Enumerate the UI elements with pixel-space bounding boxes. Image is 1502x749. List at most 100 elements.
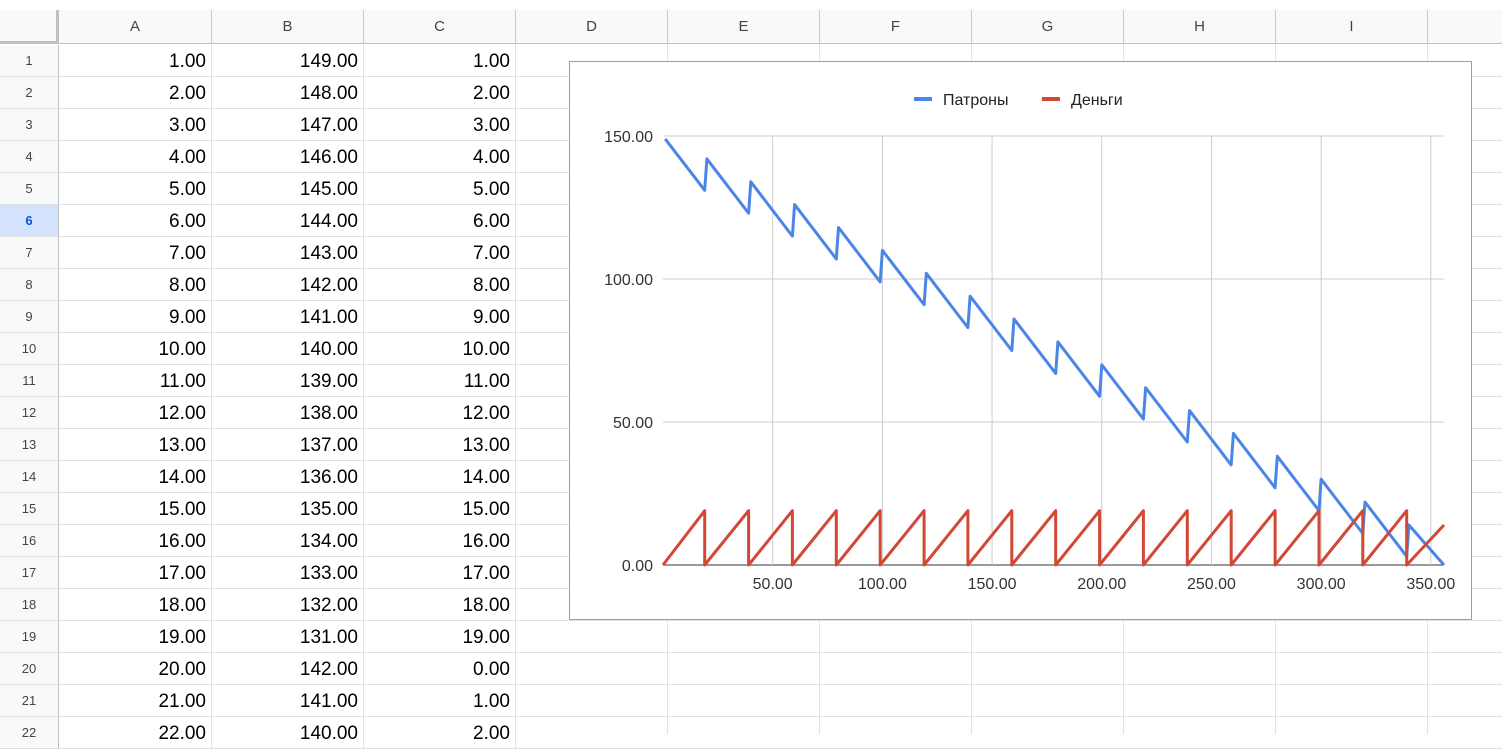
column-header-a[interactable]: A — [59, 10, 212, 44]
row-header-5[interactable]: 5 — [0, 173, 59, 205]
row-header-12[interactable]: 12 — [0, 397, 59, 429]
cell-b3[interactable]: 147.00 — [212, 109, 364, 141]
cell-a12[interactable]: 12.00 — [59, 397, 212, 429]
row-header-18[interactable]: 18 — [0, 589, 59, 621]
cell-a14[interactable]: 14.00 — [59, 461, 212, 493]
cell-a13[interactable]: 13.00 — [59, 429, 212, 461]
column-header-g[interactable]: G — [972, 10, 1124, 44]
cell-a6[interactable]: 6.00 — [59, 205, 212, 237]
cell-c21[interactable]: 1.00 — [364, 685, 516, 717]
row-header-22[interactable]: 22 — [0, 717, 59, 749]
row-header-9[interactable]: 9 — [0, 301, 59, 333]
cell-a7[interactable]: 7.00 — [59, 237, 212, 269]
cell-c9[interactable]: 9.00 — [364, 301, 516, 333]
cell-b14[interactable]: 136.00 — [212, 461, 364, 493]
select-all-corner[interactable] — [0, 10, 59, 44]
cell-c19[interactable]: 19.00 — [364, 621, 516, 653]
cell-c10[interactable]: 10.00 — [364, 333, 516, 365]
cell-a10[interactable]: 10.00 — [59, 333, 212, 365]
row-header-3[interactable]: 3 — [0, 109, 59, 141]
row-header-17[interactable]: 17 — [0, 557, 59, 589]
row-header-11[interactable]: 11 — [0, 365, 59, 397]
cell-b18[interactable]: 132.00 — [212, 589, 364, 621]
cell-b4[interactable]: 146.00 — [212, 141, 364, 173]
cell-b1[interactable]: 149.00 — [212, 45, 364, 77]
cell-c12[interactable]: 12.00 — [364, 397, 516, 429]
cell-a4[interactable]: 4.00 — [59, 141, 212, 173]
cell-c4[interactable]: 4.00 — [364, 141, 516, 173]
row-header-7[interactable]: 7 — [0, 237, 59, 269]
cell-a2[interactable]: 2.00 — [59, 77, 212, 109]
cell-a21[interactable]: 21.00 — [59, 685, 212, 717]
column-header-f[interactable]: F — [820, 10, 972, 44]
cell-c1[interactable]: 1.00 — [364, 45, 516, 77]
cell-b9[interactable]: 141.00 — [212, 301, 364, 333]
row-header-8[interactable]: 8 — [0, 269, 59, 301]
cell-a3[interactable]: 3.00 — [59, 109, 212, 141]
cell-c6[interactable]: 6.00 — [364, 205, 516, 237]
cell-b21[interactable]: 141.00 — [212, 685, 364, 717]
cell-b20[interactable]: 142.00 — [212, 653, 364, 685]
cell-b2[interactable]: 148.00 — [212, 77, 364, 109]
row-header-6[interactable]: 6 — [0, 205, 59, 237]
cell-b13[interactable]: 137.00 — [212, 429, 364, 461]
row-header-2[interactable]: 2 — [0, 77, 59, 109]
column-header-c[interactable]: C — [364, 10, 516, 44]
cell-b6[interactable]: 144.00 — [212, 205, 364, 237]
cell-b19[interactable]: 131.00 — [212, 621, 364, 653]
row-header-16[interactable]: 16 — [0, 525, 59, 557]
cell-a9[interactable]: 9.00 — [59, 301, 212, 333]
cell-b10[interactable]: 140.00 — [212, 333, 364, 365]
cell-c15[interactable]: 15.00 — [364, 493, 516, 525]
column-header-b[interactable]: B — [212, 10, 364, 44]
cell-a17[interactable]: 17.00 — [59, 557, 212, 589]
cell-a8[interactable]: 8.00 — [59, 269, 212, 301]
cell-c8[interactable]: 8.00 — [364, 269, 516, 301]
cell-c5[interactable]: 5.00 — [364, 173, 516, 205]
cell-a18[interactable]: 18.00 — [59, 589, 212, 621]
row-header-15[interactable]: 15 — [0, 493, 59, 525]
column-header-i[interactable]: I — [1276, 10, 1428, 44]
cell-b12[interactable]: 138.00 — [212, 397, 364, 429]
cell-a19[interactable]: 19.00 — [59, 621, 212, 653]
row-header-14[interactable]: 14 — [0, 461, 59, 493]
cell-c11[interactable]: 11.00 — [364, 365, 516, 397]
cell-a20[interactable]: 20.00 — [59, 653, 212, 685]
cell-a16[interactable]: 16.00 — [59, 525, 212, 557]
row-header-21[interactable]: 21 — [0, 685, 59, 717]
cell-c3[interactable]: 3.00 — [364, 109, 516, 141]
cell-b7[interactable]: 143.00 — [212, 237, 364, 269]
cell-c18[interactable]: 18.00 — [364, 589, 516, 621]
cell-b22[interactable]: 140.00 — [212, 717, 364, 749]
column-header-h[interactable]: H — [1124, 10, 1276, 44]
column-header-d[interactable]: D — [516, 10, 668, 44]
cell-b5[interactable]: 145.00 — [212, 173, 364, 205]
cell-b16[interactable]: 134.00 — [212, 525, 364, 557]
row-header-20[interactable]: 20 — [0, 653, 59, 685]
cell-b11[interactable]: 139.00 — [212, 365, 364, 397]
cell-a5[interactable]: 5.00 — [59, 173, 212, 205]
cell-b15[interactable]: 135.00 — [212, 493, 364, 525]
cell-a1[interactable]: 1.00 — [59, 45, 212, 77]
row-header-19[interactable]: 19 — [0, 621, 59, 653]
cell-c7[interactable]: 7.00 — [364, 237, 516, 269]
row-header-1[interactable]: 1 — [0, 45, 59, 77]
cell-b17[interactable]: 133.00 — [212, 557, 364, 589]
row-header-13[interactable]: 13 — [0, 429, 59, 461]
column-header-overflow[interactable] — [1428, 10, 1502, 44]
row-header-10[interactable]: 10 — [0, 333, 59, 365]
cell-c14[interactable]: 14.00 — [364, 461, 516, 493]
cell-c20[interactable]: 0.00 — [364, 653, 516, 685]
cell-c16[interactable]: 16.00 — [364, 525, 516, 557]
cell-c13[interactable]: 13.00 — [364, 429, 516, 461]
row-header-4[interactable]: 4 — [0, 141, 59, 173]
column-header-e[interactable]: E — [668, 10, 820, 44]
cell-a15[interactable]: 15.00 — [59, 493, 212, 525]
cell-a11[interactable]: 11.00 — [59, 365, 212, 397]
cell-c17[interactable]: 17.00 — [364, 557, 516, 589]
cell-b8[interactable]: 142.00 — [212, 269, 364, 301]
cell-c22[interactable]: 2.00 — [364, 717, 516, 749]
line-chart[interactable]: 0.00 50.00 100.00 150.00 50.00 100.00 150.00 20… — [569, 61, 1472, 620]
cell-c2[interactable]: 2.00 — [364, 77, 516, 109]
cell-a22[interactable]: 22.00 — [59, 717, 212, 749]
